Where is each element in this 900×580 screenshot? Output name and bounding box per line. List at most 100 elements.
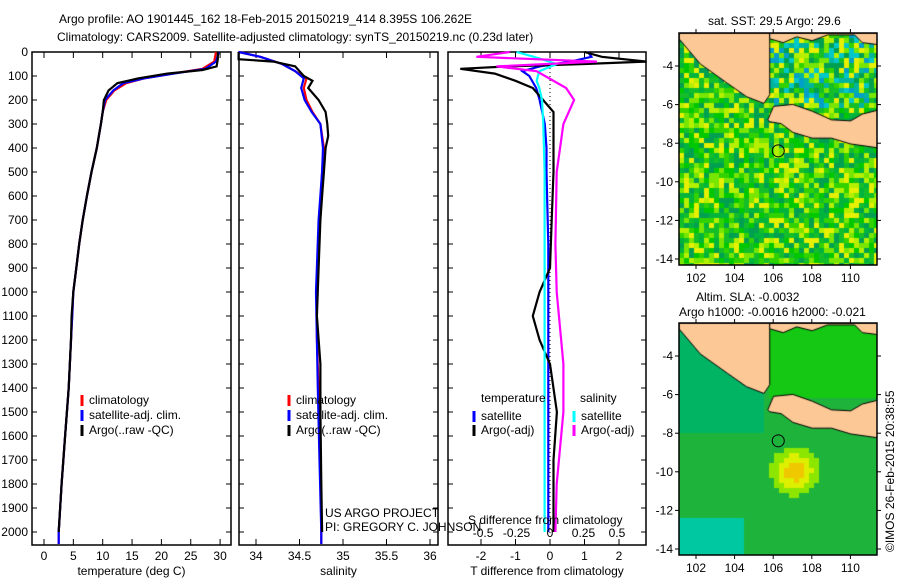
map-y-tick-label: -12 xyxy=(656,503,674,517)
x-tick-label: 36 xyxy=(423,549,437,563)
x-tick-label: 34.5 xyxy=(288,549,312,563)
y-tick-label: 1800 xyxy=(1,477,28,491)
map-x-tick-label: 110 xyxy=(841,271,860,285)
x-tick-label: 35.5 xyxy=(375,549,399,563)
sla-map-raster xyxy=(679,323,877,555)
map-x-tick-label: 104 xyxy=(725,561,745,575)
panel-frame-salinity xyxy=(238,51,439,546)
series-line-satellite-adj-clim- xyxy=(238,50,325,544)
map-y-tick-label: -6 xyxy=(662,98,673,112)
map-x-tick-label: 102 xyxy=(686,271,706,285)
y-tick-label: 800 xyxy=(8,237,28,251)
x-tick-label: -1 xyxy=(510,549,521,563)
x2-tick-label: 0 xyxy=(547,526,554,540)
x-tick-label: 30 xyxy=(213,549,227,563)
y-tick-label: 1300 xyxy=(1,357,28,371)
x-axis-label: T difference from climatology xyxy=(470,564,624,578)
legend-label: Argo(..raw -QC) xyxy=(89,423,174,437)
legend-label: satellite xyxy=(481,409,522,423)
series-line-s-argo-adj- xyxy=(476,50,597,533)
credit-pi: PI: GREGORY C. JOHNSON xyxy=(325,520,482,534)
y-tick-label: 100 xyxy=(8,69,28,83)
title-line-2: Climatology: CARS2009. Satellite-adjuste… xyxy=(57,30,534,44)
map-x-tick-label: 102 xyxy=(686,561,706,575)
map-x-tick-label: 108 xyxy=(802,271,822,285)
map-frame-sst_map xyxy=(678,32,878,266)
x-tick-label: 35 xyxy=(336,549,350,563)
legend-label: Argo(..raw -QC) xyxy=(296,423,381,437)
y-tick-label: 600 xyxy=(8,189,28,203)
x-axis-label: salinity xyxy=(320,564,357,578)
y-tick-label: 300 xyxy=(8,117,28,131)
map-x-tick-label: 106 xyxy=(763,561,783,575)
map-y-tick-label: -10 xyxy=(656,175,674,189)
panel-frame-differences xyxy=(447,51,647,546)
y-tick-label: 400 xyxy=(8,141,28,155)
legend-label: Argo(-adj) xyxy=(581,423,634,437)
y-tick-label: 1700 xyxy=(1,453,28,467)
x-axis-label: temperature (deg C) xyxy=(77,564,185,578)
map-y-tick-label: -4 xyxy=(662,349,673,363)
legend-label: climatology xyxy=(296,393,356,407)
legend-label: climatology xyxy=(89,393,149,407)
y-tick-label: 900 xyxy=(8,261,28,275)
x2-tick-label: -0.25 xyxy=(503,526,531,540)
x-tick-label: 0 xyxy=(41,549,48,563)
y-tick-label: 1200 xyxy=(1,333,28,347)
legend-label: satellite-adj. clim. xyxy=(296,408,388,422)
map-x-tick-label: 110 xyxy=(841,561,860,575)
map-y-tick-label: -12 xyxy=(656,213,674,227)
legend-label: satellite xyxy=(581,409,622,423)
x-tick-label: 2 xyxy=(616,549,623,563)
map-frame-sla_map xyxy=(678,322,878,556)
y-tick-label: 1100 xyxy=(2,309,28,323)
timestamp: ©IMOS 26-Feb-2015 20:38:55 xyxy=(883,390,897,552)
map-y-tick-label: -8 xyxy=(662,426,673,440)
x-tick-label: -2 xyxy=(476,549,487,563)
y-tick-label: 1500 xyxy=(1,405,28,419)
legend-header-salinity: salinity xyxy=(580,391,617,405)
sla-map-subtitle: Argo h1000: -0.0016 h2000: -0.021 xyxy=(679,305,866,319)
credit-project: US ARGO PROJECT xyxy=(325,506,440,520)
x-tick-label: 25 xyxy=(184,549,198,563)
title-line-1: Argo profile: AO 1901445_162 18-Feb-2015… xyxy=(59,12,473,26)
x-tick-label: 1 xyxy=(581,549,588,563)
x2-tick-label: 0.5 xyxy=(609,526,626,540)
panel-frame-temperature xyxy=(31,51,232,546)
x2-tick-label: -0.5 xyxy=(473,526,494,540)
x-tick-label: 15 xyxy=(125,549,139,563)
y-tick-label: 2000 xyxy=(1,525,28,539)
legend-label: satellite-adj. clim. xyxy=(89,408,181,422)
legend-label: Argo(-adj) xyxy=(481,423,534,437)
x-tick-label: 34 xyxy=(249,549,263,563)
x-tick-label: 0 xyxy=(547,549,554,563)
x2-axis-label: S difference from climatology xyxy=(468,513,623,527)
y-tick-label: 200 xyxy=(8,93,28,107)
x2-tick-label: 0.25 xyxy=(572,526,596,540)
map-y-tick-label: -6 xyxy=(662,388,673,402)
map-y-tick-label: -8 xyxy=(662,136,673,150)
map-y-tick-label: -14 xyxy=(656,542,674,556)
x-tick-label: 20 xyxy=(155,549,169,563)
y-tick-label: 0 xyxy=(21,45,28,59)
profile-location-marker xyxy=(771,434,785,448)
y-tick-label: 1600 xyxy=(1,429,28,443)
y-tick-label: 500 xyxy=(8,165,28,179)
series-line-s-satellite xyxy=(516,50,560,532)
map-y-tick-label: -14 xyxy=(656,252,674,266)
profile-location-marker xyxy=(771,144,785,158)
series-line-argo-raw-qc- xyxy=(237,52,330,533)
x-tick-label: 10 xyxy=(96,549,110,563)
map-y-tick-label: -4 xyxy=(662,59,673,73)
legend-header-temperature: temperature xyxy=(481,391,546,405)
series-line-argo-raw-qc- xyxy=(57,52,219,533)
y-tick-label: 1000 xyxy=(1,285,28,299)
map-y-tick-label: -10 xyxy=(656,465,674,479)
y-tick-label: 1900 xyxy=(1,501,28,515)
sla-map-title: Altim. SLA: -0.0032 xyxy=(696,290,800,304)
map-x-tick-label: 108 xyxy=(802,561,822,575)
y-tick-label: 1400 xyxy=(1,381,28,395)
